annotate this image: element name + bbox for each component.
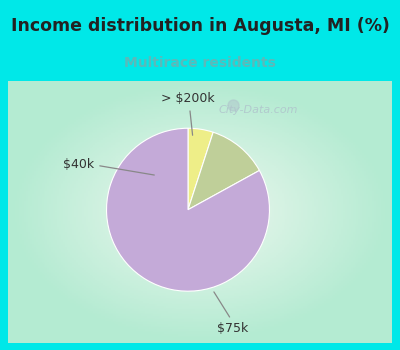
Text: Income distribution in Augusta, MI (%): Income distribution in Augusta, MI (%) [10,17,390,35]
Text: $40k: $40k [63,159,154,175]
Text: $75k: $75k [214,292,248,335]
Wedge shape [188,132,259,210]
Text: > $200k: > $200k [161,92,215,135]
Wedge shape [106,128,270,291]
Text: City-Data.com: City-Data.com [218,105,298,116]
Wedge shape [188,128,213,210]
Text: Multirace residents: Multirace residents [124,56,276,70]
